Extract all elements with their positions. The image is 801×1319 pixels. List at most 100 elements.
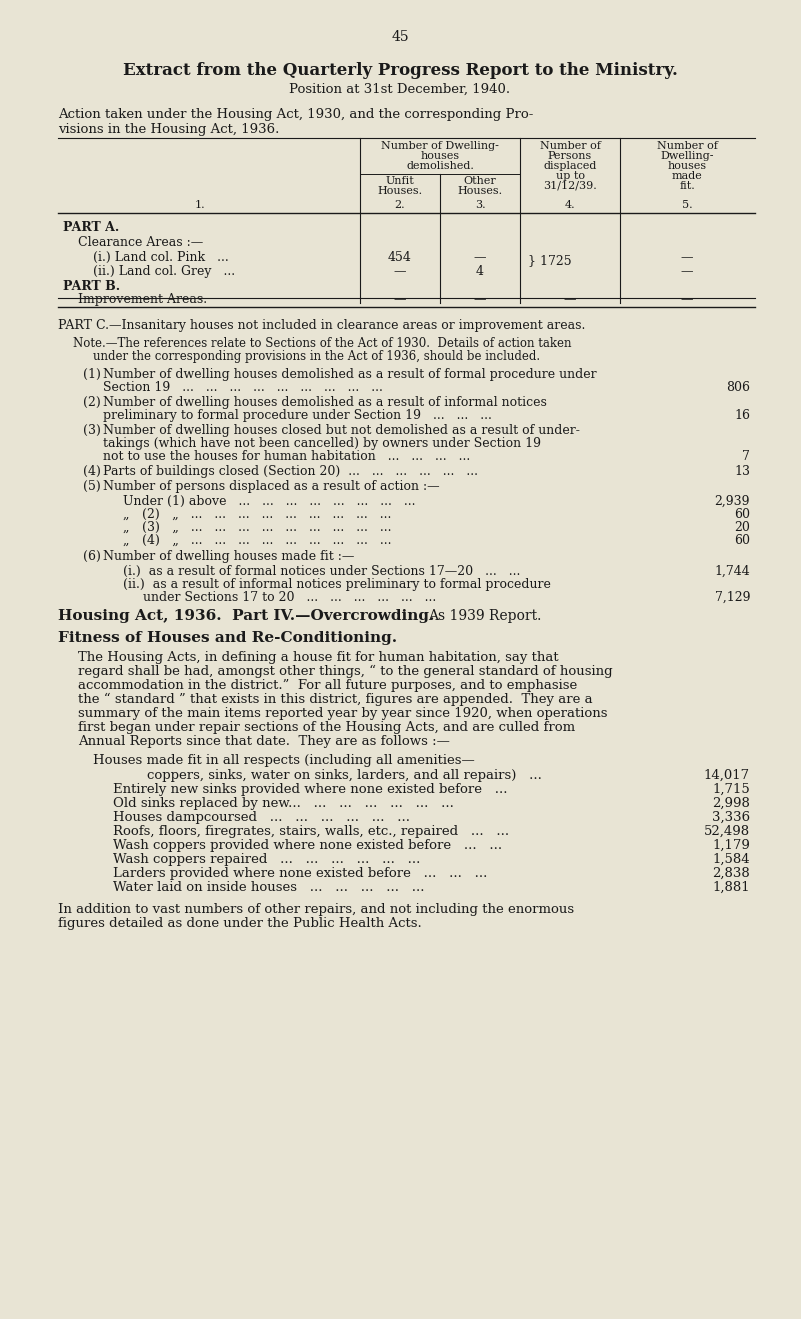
Text: —: — <box>394 265 406 278</box>
Text: Fitness of Houses and Re-Conditioning.: Fitness of Houses and Re-Conditioning. <box>58 630 397 645</box>
Text: (ii.)  as a result of informal notices preliminary to formal procedure: (ii.) as a result of informal notices pr… <box>123 578 551 591</box>
Text: 2,838: 2,838 <box>712 867 750 880</box>
Text: (i.)  as a result of formal notices under Sections 17—20   ...   ...: (i.) as a result of formal notices under… <box>123 565 521 578</box>
Text: Unfit: Unfit <box>385 175 414 186</box>
Text: Larders provided where none existed before   ...   ...   ...: Larders provided where none existed befo… <box>113 867 487 880</box>
Text: first began under repair sections of the Housing Acts, and are culled from: first began under repair sections of the… <box>78 721 575 733</box>
Text: 2,998: 2,998 <box>712 797 750 810</box>
Text: —: — <box>564 293 576 306</box>
Text: Housing Act, 1936.  Part IV.—Overcrowding.: Housing Act, 1936. Part IV.—Overcrowding… <box>58 609 434 623</box>
Text: Persons: Persons <box>548 150 592 161</box>
Text: „ (4) „   ...   ...   ...   ...   ...   ...   ...   ...   ...: „ (4) „ ... ... ... ... ... ... ... ... … <box>123 534 392 547</box>
Text: 5.: 5. <box>682 200 692 210</box>
Text: The Housing Acts, in defining a house fit for human habitation, say that: The Housing Acts, in defining a house fi… <box>78 652 558 663</box>
Text: 454: 454 <box>388 251 412 264</box>
Text: fit.: fit. <box>679 181 695 191</box>
Text: regard shall be had, amongst other things, “ to the general standard of housing: regard shall be had, amongst other thing… <box>78 665 613 678</box>
Text: „ (3) „   ...   ...   ...   ...   ...   ...   ...   ...   ...: „ (3) „ ... ... ... ... ... ... ... ... … <box>123 521 392 534</box>
Text: figures detailed as done under the Public Health Acts.: figures detailed as done under the Publi… <box>58 917 422 930</box>
Text: 1,584: 1,584 <box>712 853 750 867</box>
Text: Annual Reports since that date.  They are as follows :—: Annual Reports since that date. They are… <box>78 735 450 748</box>
Text: 4.: 4. <box>565 200 575 210</box>
Text: Parts of buildings closed (Section 20)  ...   ...   ...   ...   ...   ...: Parts of buildings closed (Section 20) .… <box>103 466 478 477</box>
Text: 1,715: 1,715 <box>712 783 750 795</box>
Text: Clearance Areas :—: Clearance Areas :— <box>78 236 203 249</box>
Text: Improvement Areas.: Improvement Areas. <box>78 293 207 306</box>
Text: 13: 13 <box>734 466 750 477</box>
Text: takings (which have not been cancelled) by owners under Section 19: takings (which have not been cancelled) … <box>103 437 541 450</box>
Text: 20: 20 <box>735 521 750 534</box>
Text: Entirely new sinks provided where none existed before   ...: Entirely new sinks provided where none e… <box>113 783 508 795</box>
Text: houses: houses <box>421 150 460 161</box>
Text: Wash coppers provided where none existed before   ...   ...: Wash coppers provided where none existed… <box>113 839 502 852</box>
Text: 31/12/39.: 31/12/39. <box>543 181 597 191</box>
Text: not to use the houses for human habitation   ...   ...   ...   ...: not to use the houses for human habitati… <box>103 450 470 463</box>
Text: visions in the Housing Act, 1936.: visions in the Housing Act, 1936. <box>58 123 280 136</box>
Text: under the corresponding provisions in the Act of 1936, should be included.: under the corresponding provisions in th… <box>93 350 540 363</box>
Text: 3,336: 3,336 <box>712 811 750 824</box>
Text: (6): (6) <box>83 550 101 563</box>
Text: 2,939: 2,939 <box>714 495 750 508</box>
Text: Note.—The references relate to Sections of the Act of 1930.  Details of action t: Note.—The references relate to Sections … <box>73 336 571 350</box>
Text: Extract from the Quarterly Progress Report to the Ministry.: Extract from the Quarterly Progress Repo… <box>123 62 678 79</box>
Text: Wash coppers repaired   ...   ...   ...   ...   ...   ...: Wash coppers repaired ... ... ... ... ..… <box>113 853 421 867</box>
Text: Section 19   ...   ...   ...   ...   ...   ...   ...   ...   ...: Section 19 ... ... ... ... ... ... ... .… <box>103 381 383 394</box>
Text: Number of dwelling houses demolished as a result of informal notices: Number of dwelling houses demolished as … <box>103 396 547 409</box>
Text: 7: 7 <box>742 450 750 463</box>
Text: preliminary to formal procedure under Section 19   ...   ...   ...: preliminary to formal procedure under Se… <box>103 409 492 422</box>
Text: (2): (2) <box>83 396 101 409</box>
Text: PART C.—Insanitary houses not included in clearance areas or improvement areas.: PART C.—Insanitary houses not included i… <box>58 319 586 332</box>
Text: (ii.) Land col. Grey   ...: (ii.) Land col. Grey ... <box>93 265 235 278</box>
Text: Position at 31st December, 1940.: Position at 31st December, 1940. <box>289 83 510 96</box>
Text: Other: Other <box>464 175 497 186</box>
Text: Water laid on inside houses   ...   ...   ...   ...   ...: Water laid on inside houses ... ... ... … <box>113 881 425 894</box>
Text: Number of persons displaced as a result of action :—: Number of persons displaced as a result … <box>103 480 440 493</box>
Text: demolished.: demolished. <box>406 161 474 171</box>
Text: 1.: 1. <box>195 200 205 210</box>
Text: 1,881: 1,881 <box>712 881 750 894</box>
Text: Houses dampcoursed   ...   ...   ...   ...   ...   ...: Houses dampcoursed ... ... ... ... ... .… <box>113 811 410 824</box>
Text: 806: 806 <box>726 381 750 394</box>
Text: Houses.: Houses. <box>457 186 502 197</box>
Text: displaced: displaced <box>543 161 597 171</box>
Text: PART B.: PART B. <box>63 280 120 293</box>
Text: under Sections 17 to 20   ...   ...   ...   ...   ...   ...: under Sections 17 to 20 ... ... ... ... … <box>143 591 437 604</box>
Text: Number of: Number of <box>657 141 718 150</box>
Text: Old sinks replaced by new...   ...   ...   ...   ...   ...   ...: Old sinks replaced by new... ... ... ...… <box>113 797 454 810</box>
Text: 16: 16 <box>734 409 750 422</box>
Text: Roofs, floors, firegrates, stairs, walls, etc., repaired   ...   ...: Roofs, floors, firegrates, stairs, walls… <box>113 824 509 838</box>
Text: houses: houses <box>667 161 706 171</box>
Text: —: — <box>473 293 486 306</box>
Text: 1,744: 1,744 <box>714 565 750 578</box>
Text: In addition to vast numbers of other repairs, and not including the enormous: In addition to vast numbers of other rep… <box>58 904 574 915</box>
Text: (1): (1) <box>83 368 101 381</box>
Text: —: — <box>473 251 486 264</box>
Text: 2.: 2. <box>395 200 405 210</box>
Text: Action taken under the Housing Act, 1930, and the corresponding Pro-: Action taken under the Housing Act, 1930… <box>58 108 533 121</box>
Text: Houses made fit in all respects (including all amenities—: Houses made fit in all respects (includi… <box>93 754 475 768</box>
Text: —: — <box>681 265 693 278</box>
Text: Dwelling-: Dwelling- <box>660 150 714 161</box>
Text: the “ standard ” that exists in this district, figures are appended.  They are a: the “ standard ” that exists in this dis… <box>78 692 593 706</box>
Text: 60: 60 <box>734 534 750 547</box>
Text: Houses.: Houses. <box>377 186 423 197</box>
Text: —: — <box>681 251 693 264</box>
Text: 52,498: 52,498 <box>704 824 750 838</box>
Text: Number of: Number of <box>540 141 601 150</box>
Text: 45: 45 <box>391 30 409 44</box>
Text: (i.) Land col. Pink   ...: (i.) Land col. Pink ... <box>93 251 229 264</box>
Text: —: — <box>681 293 693 306</box>
Text: (5): (5) <box>83 480 101 493</box>
Text: up to: up to <box>556 171 585 181</box>
Text: Number of dwelling houses made fit :—: Number of dwelling houses made fit :— <box>103 550 354 563</box>
Text: PART A.: PART A. <box>63 222 119 233</box>
Text: Under (1) above   ...   ...   ...   ...   ...   ...   ...   ...: Under (1) above ... ... ... ... ... ... … <box>123 495 416 508</box>
Text: 3.: 3. <box>475 200 485 210</box>
Text: } 1725: } 1725 <box>528 255 572 266</box>
Text: Number of Dwelling-: Number of Dwelling- <box>381 141 499 150</box>
Text: 4: 4 <box>476 265 484 278</box>
Text: 1,179: 1,179 <box>712 839 750 852</box>
Text: made: made <box>671 171 702 181</box>
Text: coppers, sinks, water on sinks, larders, and all repairs)   ...: coppers, sinks, water on sinks, larders,… <box>113 769 541 782</box>
Text: Number of dwelling houses closed but not demolished as a result of under-: Number of dwelling houses closed but not… <box>103 423 580 437</box>
